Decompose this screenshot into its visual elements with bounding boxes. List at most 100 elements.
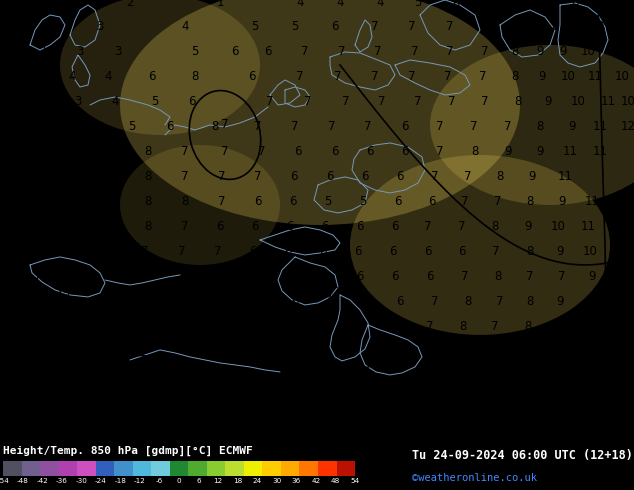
Text: 5: 5: [291, 21, 299, 33]
Text: 5: 5: [152, 96, 158, 108]
Text: 4: 4: [68, 71, 75, 83]
Text: 7: 7: [504, 121, 512, 133]
Text: 7: 7: [414, 96, 422, 108]
Text: 3: 3: [74, 96, 82, 108]
Text: 9: 9: [574, 21, 582, 33]
Text: 3: 3: [15, 96, 22, 108]
Text: 6: 6: [231, 46, 239, 58]
Text: 7: 7: [334, 71, 342, 83]
Text: 5: 5: [128, 121, 136, 133]
Text: 5: 5: [251, 21, 259, 33]
Text: 6: 6: [327, 171, 333, 183]
Text: 4: 4: [181, 21, 189, 33]
Text: 7: 7: [492, 245, 500, 258]
Text: 9: 9: [618, 0, 626, 9]
Text: 2: 2: [126, 0, 134, 9]
Text: 7: 7: [444, 71, 452, 83]
Text: 8: 8: [511, 46, 519, 58]
Text: 7: 7: [408, 71, 416, 83]
Text: 6: 6: [249, 71, 256, 83]
Text: 7: 7: [68, 245, 75, 258]
Text: 6: 6: [249, 245, 257, 258]
Text: 7: 7: [411, 46, 418, 58]
Text: 6: 6: [394, 196, 402, 208]
Text: 6: 6: [361, 295, 369, 308]
Text: 3: 3: [114, 46, 122, 58]
Text: 8: 8: [251, 270, 259, 283]
Text: 1: 1: [216, 0, 224, 9]
Text: 11: 11: [581, 220, 595, 233]
Text: 6: 6: [389, 245, 397, 258]
Text: 2: 2: [8, 71, 16, 83]
Text: 7: 7: [266, 96, 274, 108]
Text: 6: 6: [104, 295, 112, 308]
Text: 11: 11: [593, 121, 607, 133]
Text: 9: 9: [36, 146, 44, 158]
Text: 11: 11: [593, 146, 607, 158]
Text: 7: 7: [181, 171, 189, 183]
Text: 5: 5: [325, 196, 332, 208]
Text: 7: 7: [479, 71, 487, 83]
Text: 6: 6: [286, 270, 294, 283]
Text: 4: 4: [376, 0, 384, 9]
Text: 6: 6: [391, 270, 399, 283]
Text: 10: 10: [583, 245, 597, 258]
Text: 7: 7: [559, 270, 566, 283]
Text: 6: 6: [166, 121, 174, 133]
Text: -36: -36: [56, 478, 68, 484]
Text: 8: 8: [514, 96, 522, 108]
Bar: [96, 461, 114, 476]
Text: 8: 8: [526, 245, 534, 258]
Text: 6: 6: [391, 320, 399, 333]
Text: 7: 7: [61, 121, 68, 133]
Text: 6: 6: [331, 21, 339, 33]
Text: 7: 7: [408, 21, 416, 33]
Bar: [77, 461, 96, 476]
Text: 7: 7: [526, 270, 534, 283]
Text: 12: 12: [214, 478, 223, 484]
Text: 6: 6: [356, 220, 364, 233]
Text: 3: 3: [76, 46, 84, 58]
Text: 11: 11: [562, 146, 578, 158]
Text: 7: 7: [296, 71, 304, 83]
Text: 6: 6: [94, 121, 101, 133]
Text: 2: 2: [8, 46, 16, 58]
Text: 2: 2: [8, 21, 16, 33]
Text: -30: -30: [75, 478, 87, 484]
Text: 7: 7: [181, 220, 189, 233]
Text: 7: 7: [431, 171, 439, 183]
Text: 7: 7: [258, 146, 266, 158]
Text: 7: 7: [521, 21, 527, 33]
Text: 7: 7: [304, 96, 312, 108]
Text: 6: 6: [361, 171, 369, 183]
Text: 6: 6: [68, 320, 75, 333]
Text: 54: 54: [351, 478, 359, 484]
Text: 7: 7: [378, 96, 385, 108]
Text: 6: 6: [396, 171, 404, 183]
Text: 8: 8: [526, 295, 534, 308]
Text: 7: 7: [68, 171, 75, 183]
Text: 7: 7: [372, 21, 378, 33]
Text: 7: 7: [4, 270, 12, 283]
Bar: [244, 461, 262, 476]
Text: 7: 7: [145, 295, 152, 308]
Bar: [281, 461, 299, 476]
Text: 5: 5: [359, 196, 366, 208]
Text: 142: 142: [49, 291, 71, 303]
Text: 7: 7: [68, 196, 75, 208]
Text: 6: 6: [294, 146, 302, 158]
Text: 7: 7: [214, 270, 222, 283]
Text: 7: 7: [490, 0, 498, 9]
Text: 7: 7: [34, 220, 42, 233]
Text: 9: 9: [544, 96, 552, 108]
Text: 7: 7: [484, 21, 492, 33]
Text: 42: 42: [311, 478, 321, 484]
Text: 5: 5: [321, 320, 328, 333]
Text: -42: -42: [36, 478, 48, 484]
Text: 6: 6: [188, 96, 196, 108]
Text: 7: 7: [462, 270, 469, 283]
Text: 7: 7: [181, 295, 189, 308]
Text: 7: 7: [342, 96, 350, 108]
Text: 7: 7: [141, 270, 149, 283]
Text: 7: 7: [68, 270, 75, 283]
